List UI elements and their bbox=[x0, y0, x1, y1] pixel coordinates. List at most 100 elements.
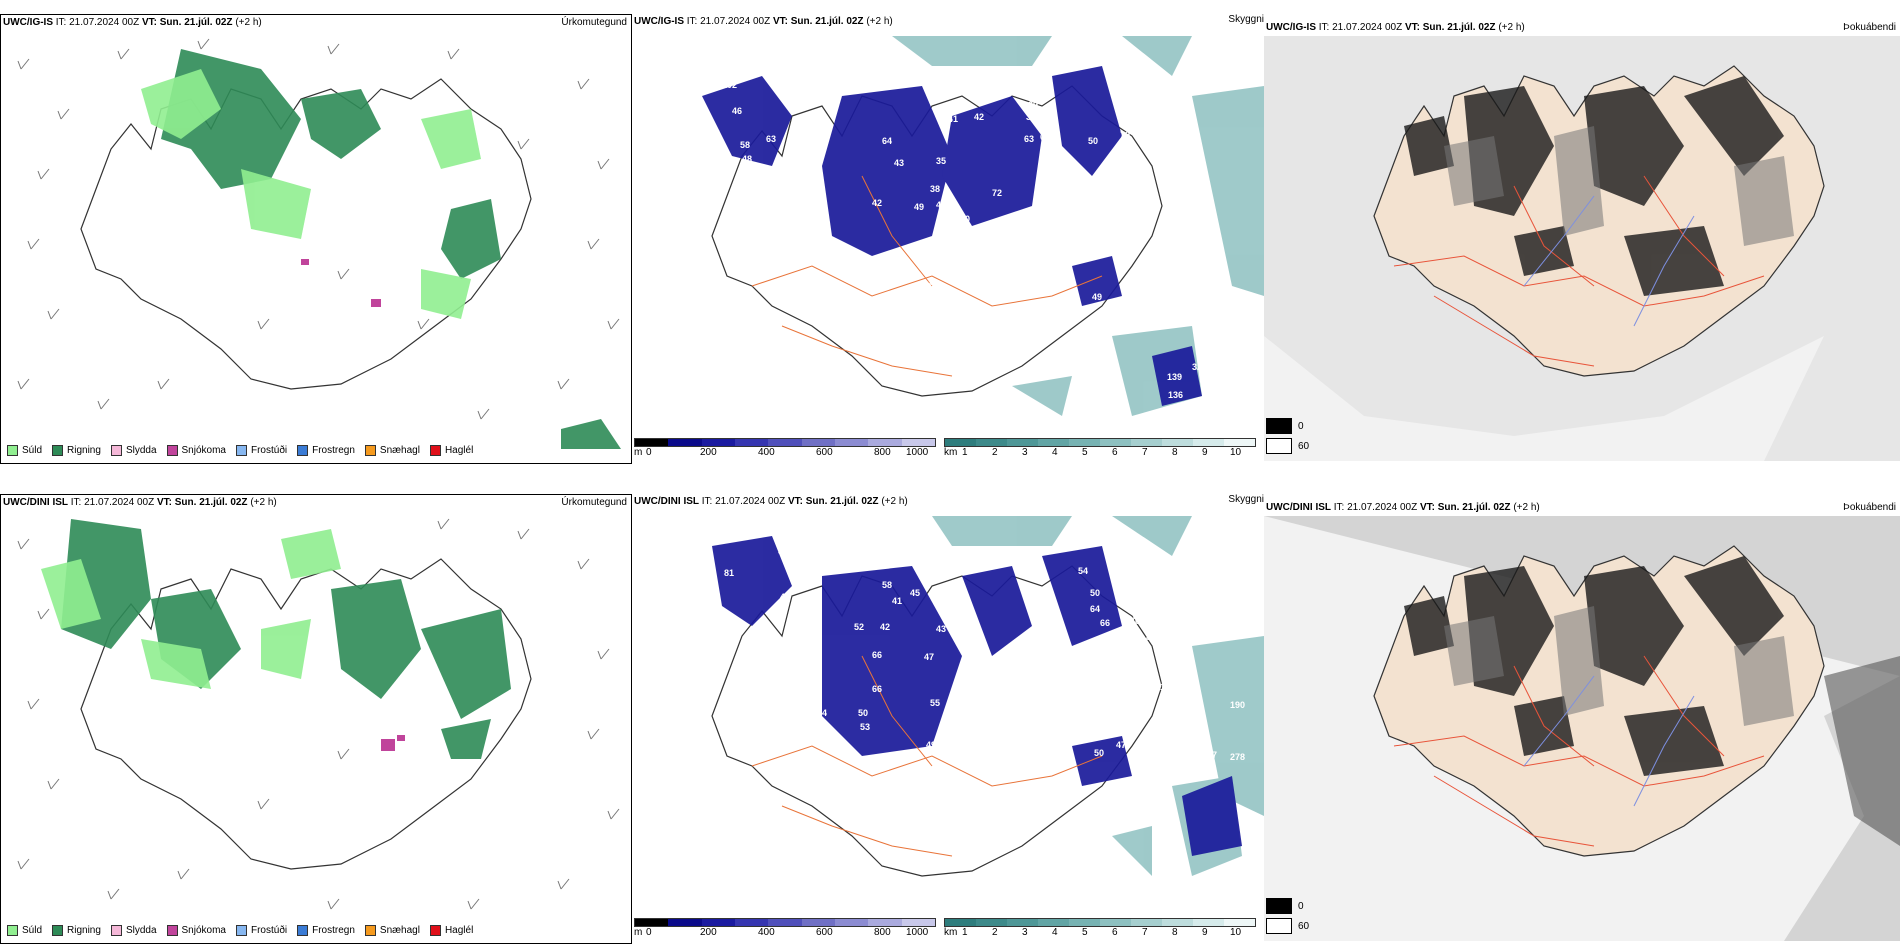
roads bbox=[751, 655, 1103, 857]
colorbar-segment bbox=[801, 439, 835, 446]
legend-item: Frostregn bbox=[297, 445, 355, 456]
ceiling-value-label: 45 bbox=[910, 588, 920, 598]
ceiling-value-label: 43 bbox=[936, 624, 946, 634]
colorbar-segment bbox=[834, 439, 869, 446]
colorbar-tick: 5 bbox=[1082, 447, 1088, 458]
ceiling-patches bbox=[702, 66, 1202, 406]
colorbar-segment bbox=[1069, 439, 1100, 446]
ceiling-value-label: 63 bbox=[766, 134, 776, 144]
colorbar-tick: 3 bbox=[1022, 447, 1028, 458]
fog-grey bbox=[1444, 606, 1794, 726]
legend-swatch bbox=[429, 445, 441, 456]
ceiling-value-label: 66 bbox=[872, 650, 882, 660]
ceiling-value-label: 38 bbox=[930, 184, 940, 194]
ceiling-value-label: 52 bbox=[854, 622, 864, 632]
ceiling-labels: 39 81 92 48 56 58 41 45 48 36 50 63 54 5… bbox=[698, 546, 1245, 782]
ceiling-value-label: 310 bbox=[1194, 772, 1209, 782]
ceiling-value-label: 72 bbox=[992, 188, 1002, 198]
ceiling-value-label: 50 bbox=[1094, 748, 1104, 758]
ceiling-value-label: 42 bbox=[872, 198, 882, 208]
cloud-map: 39 81 92 48 56 58 41 45 48 36 50 63 54 5… bbox=[698, 516, 1264, 877]
colorbar-segment bbox=[834, 919, 869, 926]
legend-item: Súld bbox=[7, 925, 42, 936]
legend-swatch bbox=[7, 445, 18, 456]
fog-roads bbox=[1393, 655, 1765, 847]
colorbar-tick: 0 bbox=[646, 447, 652, 458]
precip-snow bbox=[301, 259, 381, 307]
ceiling-labels: 102 46 70 58 63 86 48 13 64 43 35 41 42 … bbox=[670, 80, 1207, 400]
colorbar-segment bbox=[901, 439, 935, 446]
ceiling-value-label: 52 bbox=[994, 722, 1004, 732]
precip-panel-2: UWC/DINI ISL IT: 21.07.2024 00Z VT: Sun.… bbox=[0, 494, 632, 944]
panel-header: UWC/DINI ISL IT: 21.07.2024 00Z VT: Sun.… bbox=[634, 496, 908, 507]
colorbar-segment bbox=[868, 439, 902, 446]
fog-rivers bbox=[1523, 675, 1695, 807]
roads bbox=[751, 175, 1103, 377]
panel-header: UWC/IG-IS IT: 21.07.2024 00Z VT: Sun. 21… bbox=[634, 16, 893, 27]
colorbar-segment bbox=[701, 439, 735, 446]
colorbar-segment bbox=[945, 919, 976, 926]
ceiling-value-label: 46 bbox=[1126, 280, 1136, 290]
ceiling-value-label: 56 bbox=[808, 574, 818, 584]
ceiling-value-label: 50 bbox=[1090, 588, 1100, 598]
wind-barbs bbox=[17, 38, 620, 420]
ceiling-value-label: 136 bbox=[1168, 390, 1183, 400]
colorbar-segment bbox=[734, 919, 769, 926]
legend-item: Frostregn bbox=[297, 925, 355, 936]
ceiling-value-label: 36 bbox=[944, 590, 954, 600]
cloud-map: 102 46 70 58 63 86 48 13 64 43 35 41 42 … bbox=[670, 36, 1264, 416]
wind-barbs bbox=[17, 518, 620, 910]
colorbar-segment bbox=[635, 919, 669, 926]
fog-map bbox=[1264, 36, 1900, 461]
panel-header: UWC/IG-IS IT: 21.07.2024 00Z VT: Sun. 21… bbox=[3, 17, 262, 28]
colorbar-segment bbox=[945, 439, 976, 446]
colorbar-tick: 0 bbox=[646, 927, 652, 938]
ceiling-value-label: 124 bbox=[812, 708, 827, 718]
ceiling-value-label: 64 bbox=[882, 136, 892, 146]
fog-legend: 0 60 bbox=[1266, 416, 1309, 456]
panel-title: Þokuábendi bbox=[1843, 502, 1896, 513]
precip-drizzle bbox=[141, 69, 481, 319]
colorbar-segment bbox=[701, 919, 735, 926]
ceiling-value-label: 75 bbox=[1128, 152, 1138, 162]
colorbar-segment bbox=[668, 439, 702, 446]
ceiling-value-label: 49 bbox=[1092, 292, 1102, 302]
panel-header: UWC/DINI ISL IT: 21.07.2024 00Z VT: Sun.… bbox=[1266, 502, 1540, 513]
ceiling-value-label: 49 bbox=[914, 202, 924, 212]
ceiling-value-label: 63 bbox=[1028, 584, 1038, 594]
colorbar-segment bbox=[768, 439, 802, 446]
ceiling-value-label: 66 bbox=[872, 684, 882, 694]
legend-item: Frostúði bbox=[235, 925, 287, 936]
precip-snow bbox=[381, 735, 405, 751]
ceiling-value-label: 257 bbox=[1202, 750, 1217, 760]
ceiling-value-label: 55 bbox=[1016, 720, 1026, 730]
ceiling-value-label: 49 bbox=[926, 740, 936, 750]
fog-legend-row: 0 bbox=[1266, 896, 1309, 916]
colorbar-tick: 1000 bbox=[906, 927, 929, 938]
precip-legend: Súld Rigning Slydda Snjókoma Frostúði Fr… bbox=[7, 445, 473, 456]
precip-rain bbox=[161, 49, 621, 449]
fog-legend-row: 60 bbox=[1266, 436, 1309, 456]
fog-rivers bbox=[1523, 195, 1695, 327]
colorbar-tick: 6 bbox=[1112, 927, 1118, 938]
ceiling-value-label: 41 bbox=[892, 596, 902, 606]
colorbar-tick: 400 bbox=[758, 927, 775, 938]
colorbar-unit: km bbox=[944, 447, 958, 458]
colorbar-tick: 4 bbox=[1052, 927, 1058, 938]
ceiling-value-label: 81 bbox=[724, 568, 734, 578]
ceiling-value-label: 60 bbox=[1044, 224, 1054, 234]
fog-legend-row: 0 bbox=[1266, 416, 1309, 436]
ceiling-value-label: 41 bbox=[948, 114, 958, 124]
ceiling-value-label: 69 bbox=[804, 250, 814, 260]
colorbar-tick: 3 bbox=[1022, 927, 1028, 938]
colorbar-segment bbox=[1224, 919, 1255, 926]
ceiling-value-label: 35 bbox=[936, 156, 946, 166]
ceiling-value-label: 54 bbox=[1078, 566, 1088, 576]
ceiling-value-label: 40 bbox=[936, 200, 946, 210]
ceiling-value-label: 13 bbox=[766, 202, 776, 212]
fog-dark bbox=[1404, 76, 1784, 296]
legend-item: Haglél bbox=[429, 445, 473, 456]
legend-item: Snæhagl bbox=[364, 445, 420, 456]
ceiling-value-label: 83 bbox=[1177, 180, 1187, 190]
ceiling-value-label: 56 bbox=[1062, 198, 1072, 208]
